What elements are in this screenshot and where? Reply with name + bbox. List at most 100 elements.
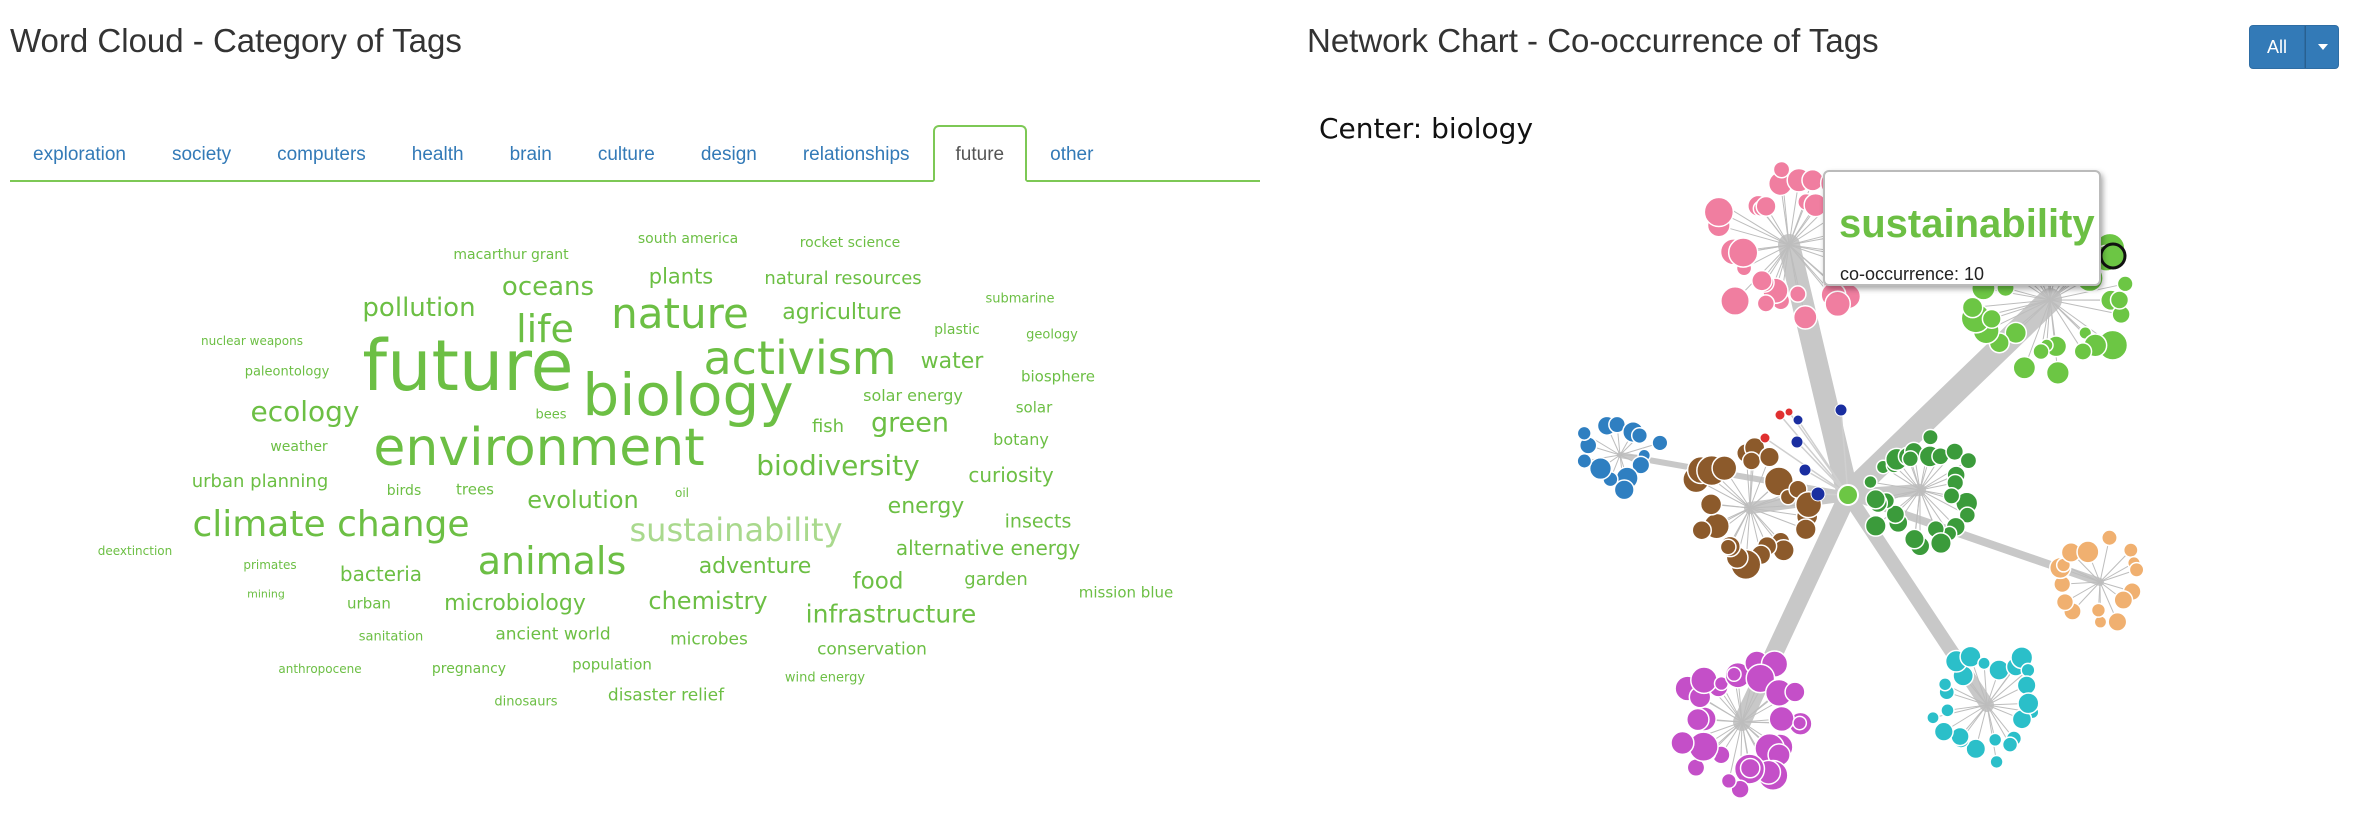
word-pollution[interactable]: pollution — [362, 293, 476, 323]
word-environment[interactable]: environment — [373, 418, 705, 478]
node-single[interactable] — [1798, 463, 1812, 477]
node[interactable] — [1865, 488, 1887, 510]
node[interactable] — [1864, 514, 1887, 537]
node[interactable] — [2073, 342, 2093, 361]
node[interactable] — [1977, 656, 1991, 671]
node-single[interactable] — [1810, 486, 1826, 502]
node[interactable] — [1961, 296, 1984, 319]
node[interactable] — [1588, 456, 1613, 481]
node-single[interactable] — [1759, 432, 1771, 444]
node[interactable] — [1784, 681, 1806, 703]
word-natural-resources[interactable]: natural resources — [764, 268, 922, 289]
word-bacteria[interactable]: bacteria — [339, 562, 423, 586]
word-food[interactable]: food — [852, 568, 904, 595]
node[interactable] — [1755, 195, 1777, 217]
node[interactable] — [1631, 455, 1651, 475]
node-single[interactable] — [1784, 407, 1794, 417]
tab-society[interactable]: society — [171, 144, 232, 165]
node[interactable] — [2101, 529, 2118, 547]
word-green[interactable]: green — [871, 407, 949, 439]
node-single[interactable] — [1790, 435, 1804, 449]
node[interactable] — [2017, 692, 2040, 715]
word-oil[interactable]: oil — [674, 486, 690, 500]
node[interactable] — [1940, 703, 1955, 718]
node[interactable] — [1690, 666, 1718, 695]
word-weather[interactable]: weather — [270, 439, 328, 455]
word-plastic[interactable]: plastic — [934, 322, 980, 338]
word-rocket-science[interactable]: rocket science — [799, 235, 901, 251]
node-single[interactable] — [1834, 403, 1848, 417]
node[interactable] — [2076, 540, 2100, 564]
word-anthropocene[interactable]: anthropocene — [278, 662, 362, 676]
word-disaster-relief[interactable]: disaster relief — [607, 685, 725, 706]
word-climate-change[interactable]: climate change — [192, 504, 470, 545]
word-biology[interactable]: biology — [582, 361, 794, 429]
tab-health[interactable]: health — [411, 144, 464, 165]
word-botany[interactable]: botany — [993, 430, 1049, 449]
node[interactable] — [1719, 538, 1737, 556]
node[interactable] — [1824, 290, 1852, 318]
word-solar[interactable]: solar — [1015, 398, 1053, 417]
word-paleontology[interactable]: paleontology — [244, 364, 330, 380]
word-animals[interactable]: animals — [477, 539, 627, 583]
node[interactable] — [1959, 451, 1978, 470]
node[interactable] — [1686, 707, 1710, 732]
node[interactable] — [1751, 269, 1773, 292]
word-pregnancy[interactable]: pregnancy — [431, 661, 507, 677]
node[interactable] — [1933, 721, 1954, 742]
node[interactable] — [1863, 474, 1878, 490]
word-wind-energy[interactable]: wind energy — [784, 670, 866, 686]
word-conservation[interactable]: conservation — [817, 639, 927, 660]
node[interactable] — [1792, 305, 1818, 330]
node[interactable] — [1981, 308, 2002, 329]
filter-dropdown[interactable]: All — [2249, 25, 2339, 69]
node[interactable] — [1756, 294, 1776, 313]
node[interactable] — [1720, 772, 1737, 790]
node[interactable] — [2004, 321, 2028, 345]
word-oceans[interactable]: oceans — [501, 272, 595, 302]
tab-relationships[interactable]: relationships — [802, 144, 910, 165]
word-insects[interactable]: insects — [1004, 510, 1072, 533]
node[interactable] — [1670, 730, 1695, 756]
node-single[interactable] — [1774, 409, 1786, 421]
node[interactable] — [1801, 168, 1825, 192]
node[interactable] — [1965, 738, 1987, 760]
word-submarine[interactable]: submarine — [985, 291, 1055, 307]
word-mining[interactable]: mining — [247, 587, 285, 601]
word-energy[interactable]: energy — [887, 494, 965, 519]
word-adventure[interactable]: adventure — [698, 554, 812, 579]
node[interactable] — [1958, 506, 1977, 524]
node[interactable] — [1699, 493, 1723, 516]
node[interactable] — [2012, 355, 2037, 380]
word-chemistry[interactable]: chemistry — [648, 587, 768, 615]
tab-future[interactable]: future — [932, 125, 1028, 182]
word-nature[interactable]: nature — [611, 289, 749, 338]
word-evolution[interactable]: evolution — [527, 486, 639, 514]
word-microbes[interactable]: microbes — [670, 629, 748, 650]
word-population[interactable]: population — [572, 655, 652, 674]
word-agriculture[interactable]: agriculture — [782, 300, 902, 325]
node[interactable] — [1711, 455, 1738, 482]
node[interactable] — [2128, 561, 2145, 578]
node[interactable] — [1885, 504, 1906, 525]
word-microbiology[interactable]: microbiology — [444, 591, 586, 616]
node[interactable] — [2093, 615, 2108, 629]
node[interactable] — [2107, 611, 2128, 632]
chevron-down-icon[interactable] — [2305, 25, 2339, 69]
word-primates[interactable]: primates — [243, 558, 297, 572]
node[interactable] — [2020, 662, 2036, 678]
node[interactable] — [1929, 532, 1952, 555]
word-trees[interactable]: trees — [456, 480, 494, 499]
word-nuclear-weapons[interactable]: nuclear weapons — [201, 334, 303, 348]
all-button[interactable]: All — [2249, 25, 2305, 69]
node[interactable] — [1988, 659, 2010, 681]
node[interactable] — [1792, 715, 1808, 731]
node[interactable] — [2055, 592, 2075, 612]
node[interactable] — [1945, 442, 1965, 462]
network-graph[interactable] — [1305, 0, 2365, 818]
node[interactable] — [2116, 275, 2134, 293]
node[interactable] — [1959, 645, 1982, 668]
node[interactable] — [1758, 446, 1781, 468]
node[interactable] — [1630, 426, 1649, 445]
node[interactable] — [1691, 520, 1712, 541]
